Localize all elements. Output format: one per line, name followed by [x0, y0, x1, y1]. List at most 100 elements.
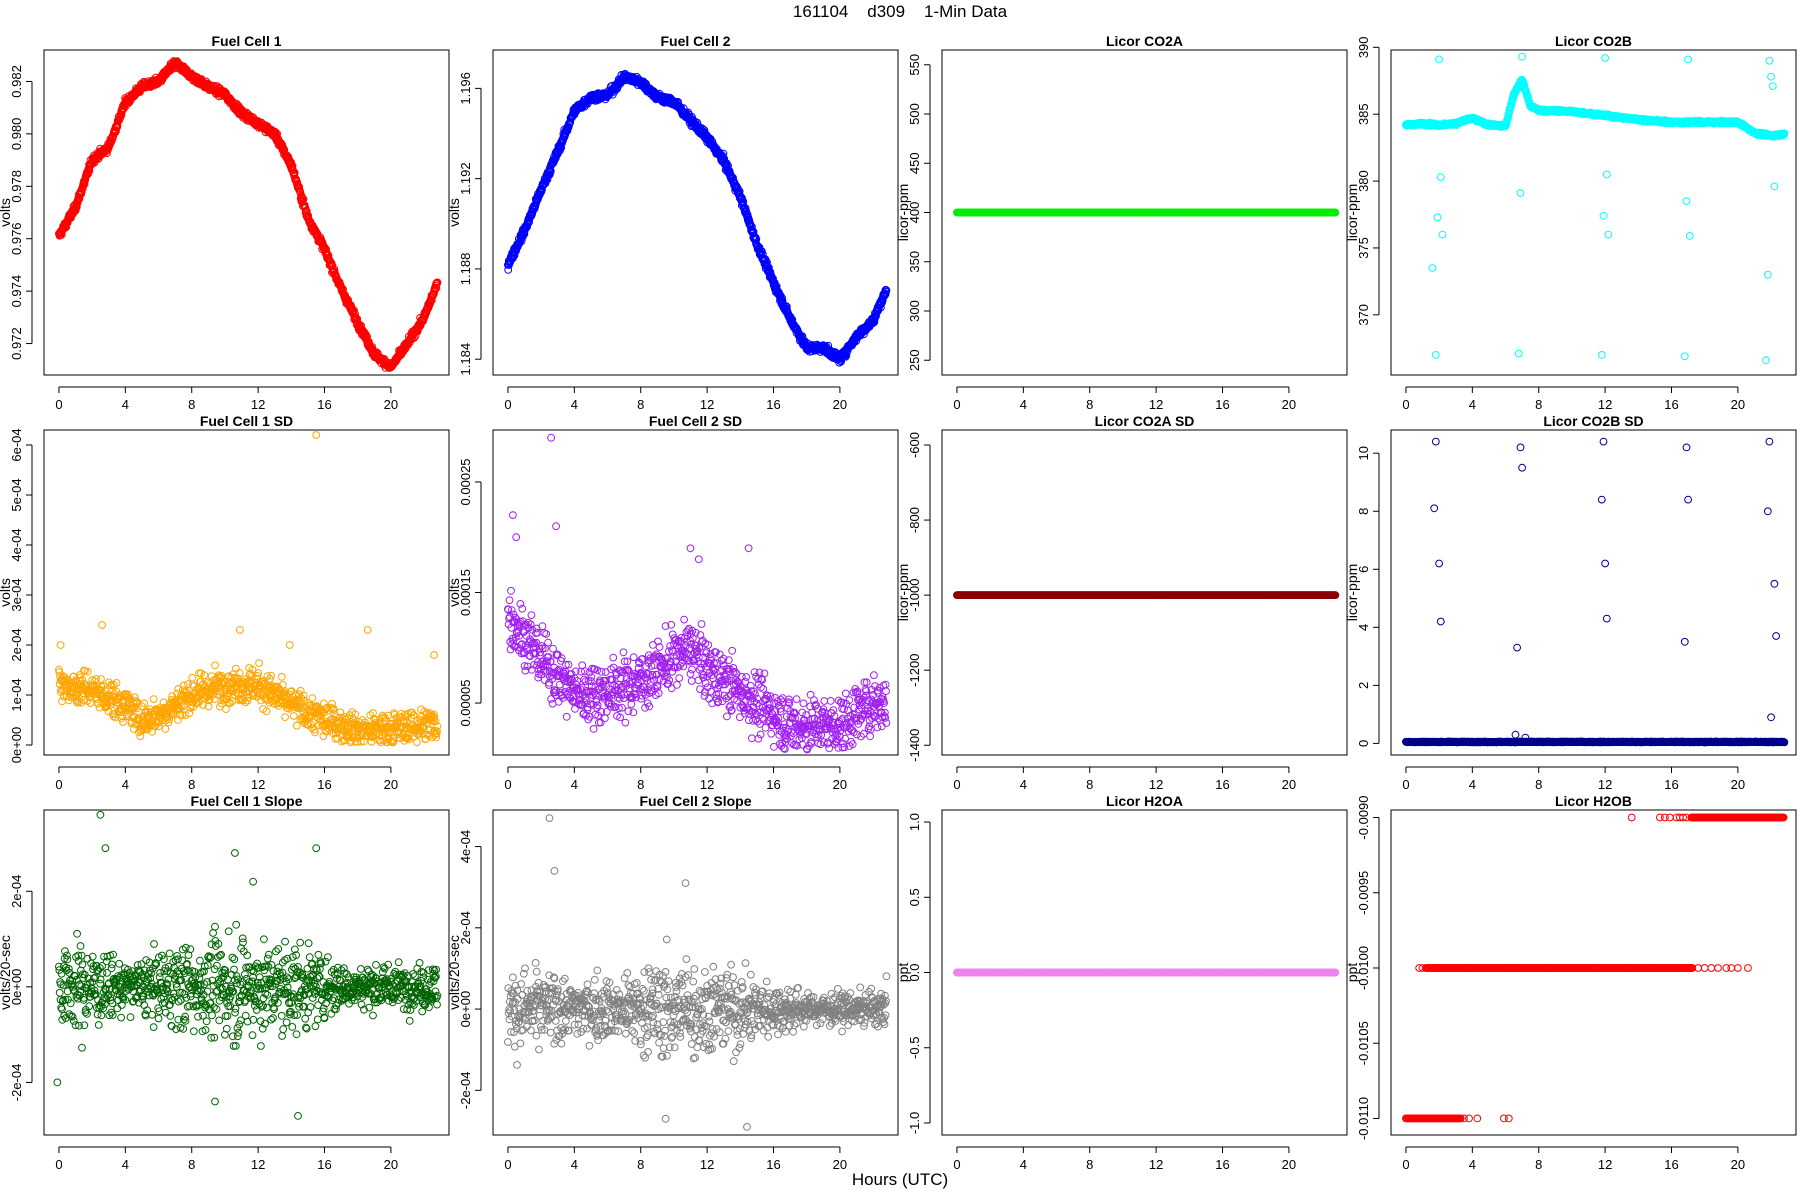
x-axis: 0 4 8 12 16 20 [55, 386, 398, 412]
y-tick-label: 0.982 [9, 65, 24, 98]
data-point [77, 187, 86, 196]
data-point [1597, 351, 1606, 359]
chart-fc2: Fuel Cell 20 4 8 12 16 201.1841.1881.1921.196… [446, 33, 899, 412]
y-tick-label: 0.972 [9, 327, 24, 360]
data-point [1602, 170, 1611, 179]
data-point [1438, 230, 1447, 239]
x-tick-label: 16 [317, 397, 331, 412]
data-point [1684, 55, 1692, 64]
x-tick-label: 20 [1282, 397, 1296, 412]
chart-title: Licor CO2B [1555, 33, 1632, 49]
y-tick-label: 370 [1356, 304, 1371, 326]
figure-title: 161104 d309 1-Min Data [792, 2, 1008, 21]
x-tick-label: 20 [833, 397, 847, 412]
y-axis-label: licor-ppm [1344, 184, 1360, 242]
y-tick-label: 250 [907, 349, 922, 371]
x-tick-label: 12 [1598, 397, 1612, 412]
y-axis-label: licor-ppm [895, 184, 911, 242]
data-points [504, 69, 891, 367]
data-point [1762, 356, 1770, 365]
x-tick-label: 12 [251, 397, 265, 412]
x-tick-label: 8 [1086, 397, 1093, 412]
y-tick-label: 550 [907, 54, 922, 76]
x-tick-label: 8 [188, 397, 195, 412]
x-tick-label: 16 [1215, 397, 1229, 412]
y-tick-label: 0.980 [9, 118, 24, 151]
data-point [1682, 197, 1691, 206]
data-point [1768, 82, 1777, 90]
chart-title: Licor CO2A [1106, 33, 1183, 49]
data-point [1516, 189, 1525, 198]
y-tick-label: 1.188 [458, 253, 473, 286]
x-tick-label: 20 [1731, 397, 1745, 412]
x-tick-label: 0 [504, 397, 511, 412]
x-axis: 0 4 8 12 16 20 [953, 386, 1296, 412]
y-tick-label: 350 [907, 251, 922, 273]
x-tick-label: 8 [1535, 397, 1542, 412]
data-point [1431, 351, 1440, 359]
chart-title: Fuel Cell 1 SD [200, 413, 293, 429]
y-tick-label: 1.184 [458, 343, 473, 376]
data-point [1433, 213, 1442, 222]
x-tick-label: 16 [1664, 397, 1678, 412]
data-point [1763, 270, 1772, 279]
chart-fc1sd: Fuel Cell 1 SD0 4 8 12 16 200e+001e-042e-043e… [0, 413, 450, 792]
y-tick-label: 385 [1356, 103, 1371, 125]
x-tick-label: 4 [1020, 397, 1027, 412]
chart-title: Fuel Cell 1 [211, 33, 281, 49]
data-point [1765, 56, 1774, 65]
data-point [71, 206, 80, 215]
x-tick-label: 4 [1469, 397, 1476, 412]
data-point [1436, 173, 1445, 182]
x-tick-label: 0 [1402, 397, 1409, 412]
x-tick-label: 0 [55, 397, 62, 412]
data-point [113, 121, 122, 130]
y-tick-label: 0.978 [9, 170, 24, 203]
data-point [1680, 352, 1689, 361]
data-points [55, 57, 442, 372]
x-tick-label: 4 [571, 397, 578, 412]
data-point [1767, 72, 1775, 81]
y-tick-label: 1.192 [458, 162, 473, 195]
data-points [1402, 52, 1789, 365]
y-tick-label: 1.196 [458, 72, 473, 105]
chart-title: Fuel Cell 2 [660, 33, 730, 49]
data-point [1428, 264, 1437, 272]
x-tick-label: 20 [384, 397, 398, 412]
y-tick-label: 390 [1356, 36, 1371, 58]
data-point [1685, 232, 1694, 240]
y-axis: 1.184 1.188 1.192 1.196 volts [446, 72, 482, 376]
x-tick-label: 4 [122, 397, 129, 412]
y-axis-label: volts [446, 198, 462, 227]
x-axis: 0 4 8 12 16 20 [1402, 386, 1745, 412]
chart-fc1: Fuel Cell 10 4 8 12 16 200.9720.9740.9760.978… [0, 33, 450, 412]
plot-frame [492, 49, 899, 376]
data-point [97, 675, 105, 683]
data-points [55, 431, 442, 747]
x-tick-label: 0 [953, 397, 960, 412]
plot-frame [1390, 49, 1797, 376]
data-point [1435, 55, 1443, 64]
data-point [1599, 211, 1608, 220]
x-tick-label: 16 [766, 397, 780, 412]
x-tick-label: 12 [700, 397, 714, 412]
data-point [1514, 349, 1523, 358]
x-axis: 0 4 8 12 16 20 [504, 386, 847, 412]
data-points [953, 208, 1340, 217]
y-tick-label: 450 [907, 152, 922, 174]
x-tick-label: 12 [1149, 397, 1163, 412]
y-tick-label: 0.974 [9, 275, 24, 308]
y-tick-label: 500 [907, 103, 922, 125]
data-point [1601, 54, 1609, 62]
data-point [1604, 230, 1613, 239]
data-point [112, 127, 120, 135]
data-point [1518, 52, 1526, 61]
plot-frame [43, 49, 450, 376]
y-tick-label: 300 [907, 300, 922, 322]
